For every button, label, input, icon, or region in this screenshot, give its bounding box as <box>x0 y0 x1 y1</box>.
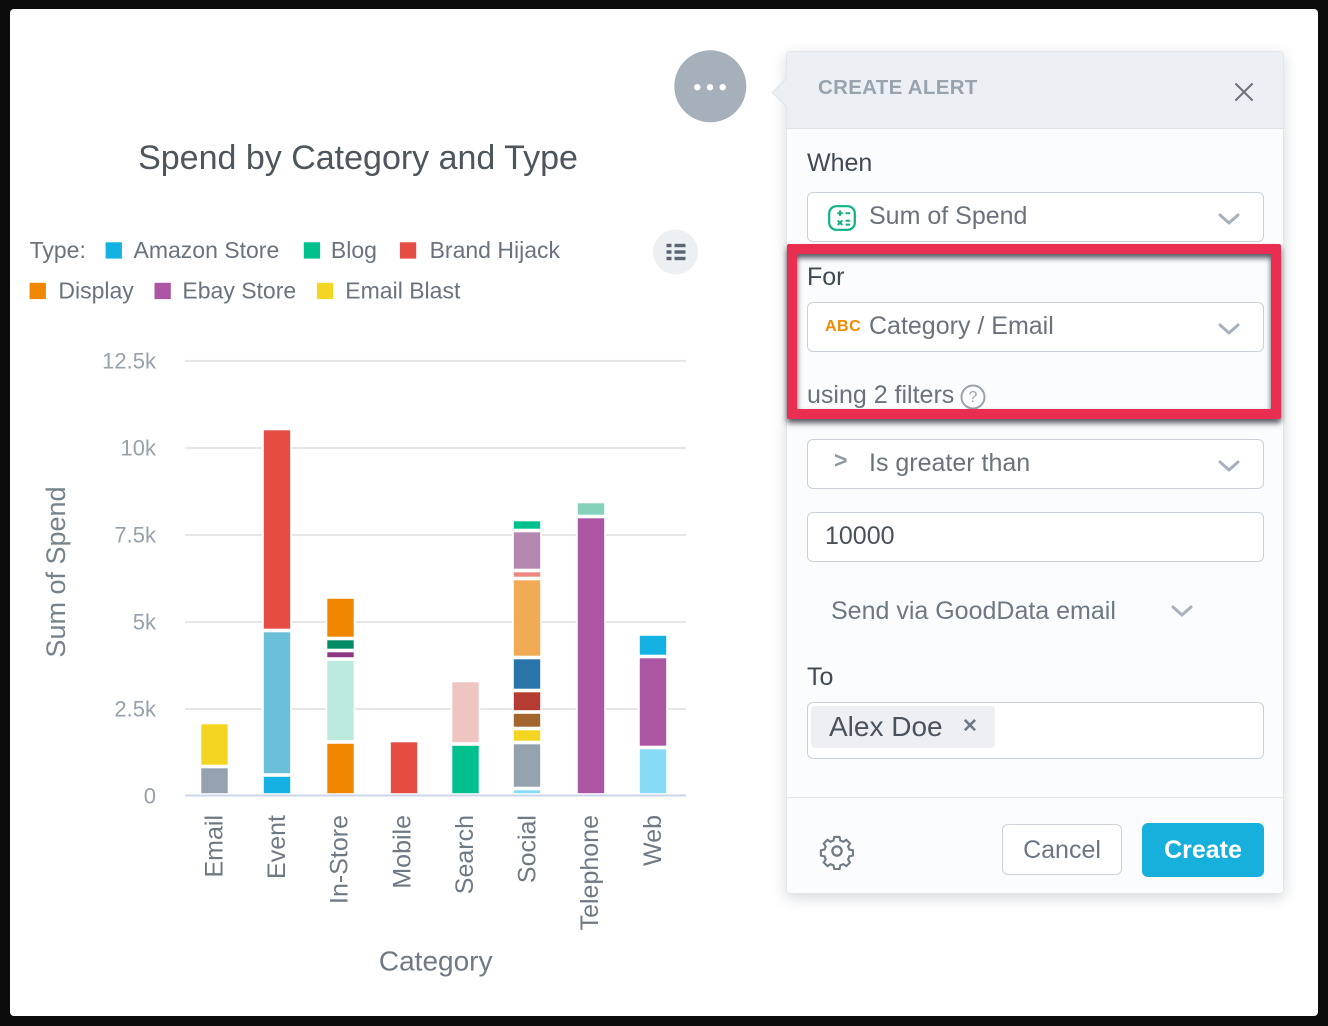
svg-text:5k: 5k <box>133 610 157 635</box>
svg-text:In-Store: In-Store <box>326 815 354 904</box>
svg-text:Event: Event <box>263 815 291 879</box>
svg-text:Type:: Type: <box>30 237 86 263</box>
svg-text:Blog: Blog <box>331 237 377 263</box>
svg-text:Social: Social <box>514 815 542 883</box>
svg-text:Email: Email <box>201 815 229 878</box>
svg-text:Telephone: Telephone <box>576 815 604 930</box>
svg-text:7.5k: 7.5k <box>114 523 157 548</box>
svg-text:Web: Web <box>639 815 667 866</box>
svg-text:0: 0 <box>144 784 156 809</box>
svg-text:10k: 10k <box>121 436 157 461</box>
svg-text:?: ? <box>969 389 978 406</box>
svg-text:Mobile: Mobile <box>388 815 416 889</box>
svg-text:Amazon Store: Amazon Store <box>134 237 280 263</box>
svg-text:Brand Hijack: Brand Hijack <box>430 237 561 263</box>
svg-text:Spend by Category and Type: Spend by Category and Type <box>138 139 578 177</box>
svg-text:Display: Display <box>58 278 134 304</box>
svg-text:12.5k: 12.5k <box>102 349 157 374</box>
svg-text:Ebay Store: Ebay Store <box>182 278 296 304</box>
svg-text:Email Blast: Email Blast <box>345 278 461 304</box>
svg-text:Category: Category <box>379 945 493 976</box>
svg-text:Search: Search <box>451 815 479 894</box>
svg-text:Sum of Spend: Sum of Spend <box>41 486 71 657</box>
svg-text:2.5k: 2.5k <box>114 697 157 722</box>
